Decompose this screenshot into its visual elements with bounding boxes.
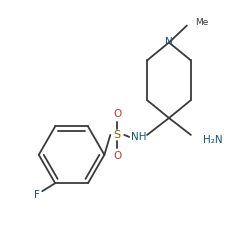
Text: O: O <box>113 109 121 119</box>
Text: Me: Me <box>195 18 208 27</box>
Text: N: N <box>165 38 173 48</box>
Text: S: S <box>114 130 121 140</box>
Text: NH: NH <box>131 132 147 142</box>
Text: H₂N: H₂N <box>203 135 222 145</box>
Text: F: F <box>34 190 40 200</box>
Text: O: O <box>113 151 121 161</box>
